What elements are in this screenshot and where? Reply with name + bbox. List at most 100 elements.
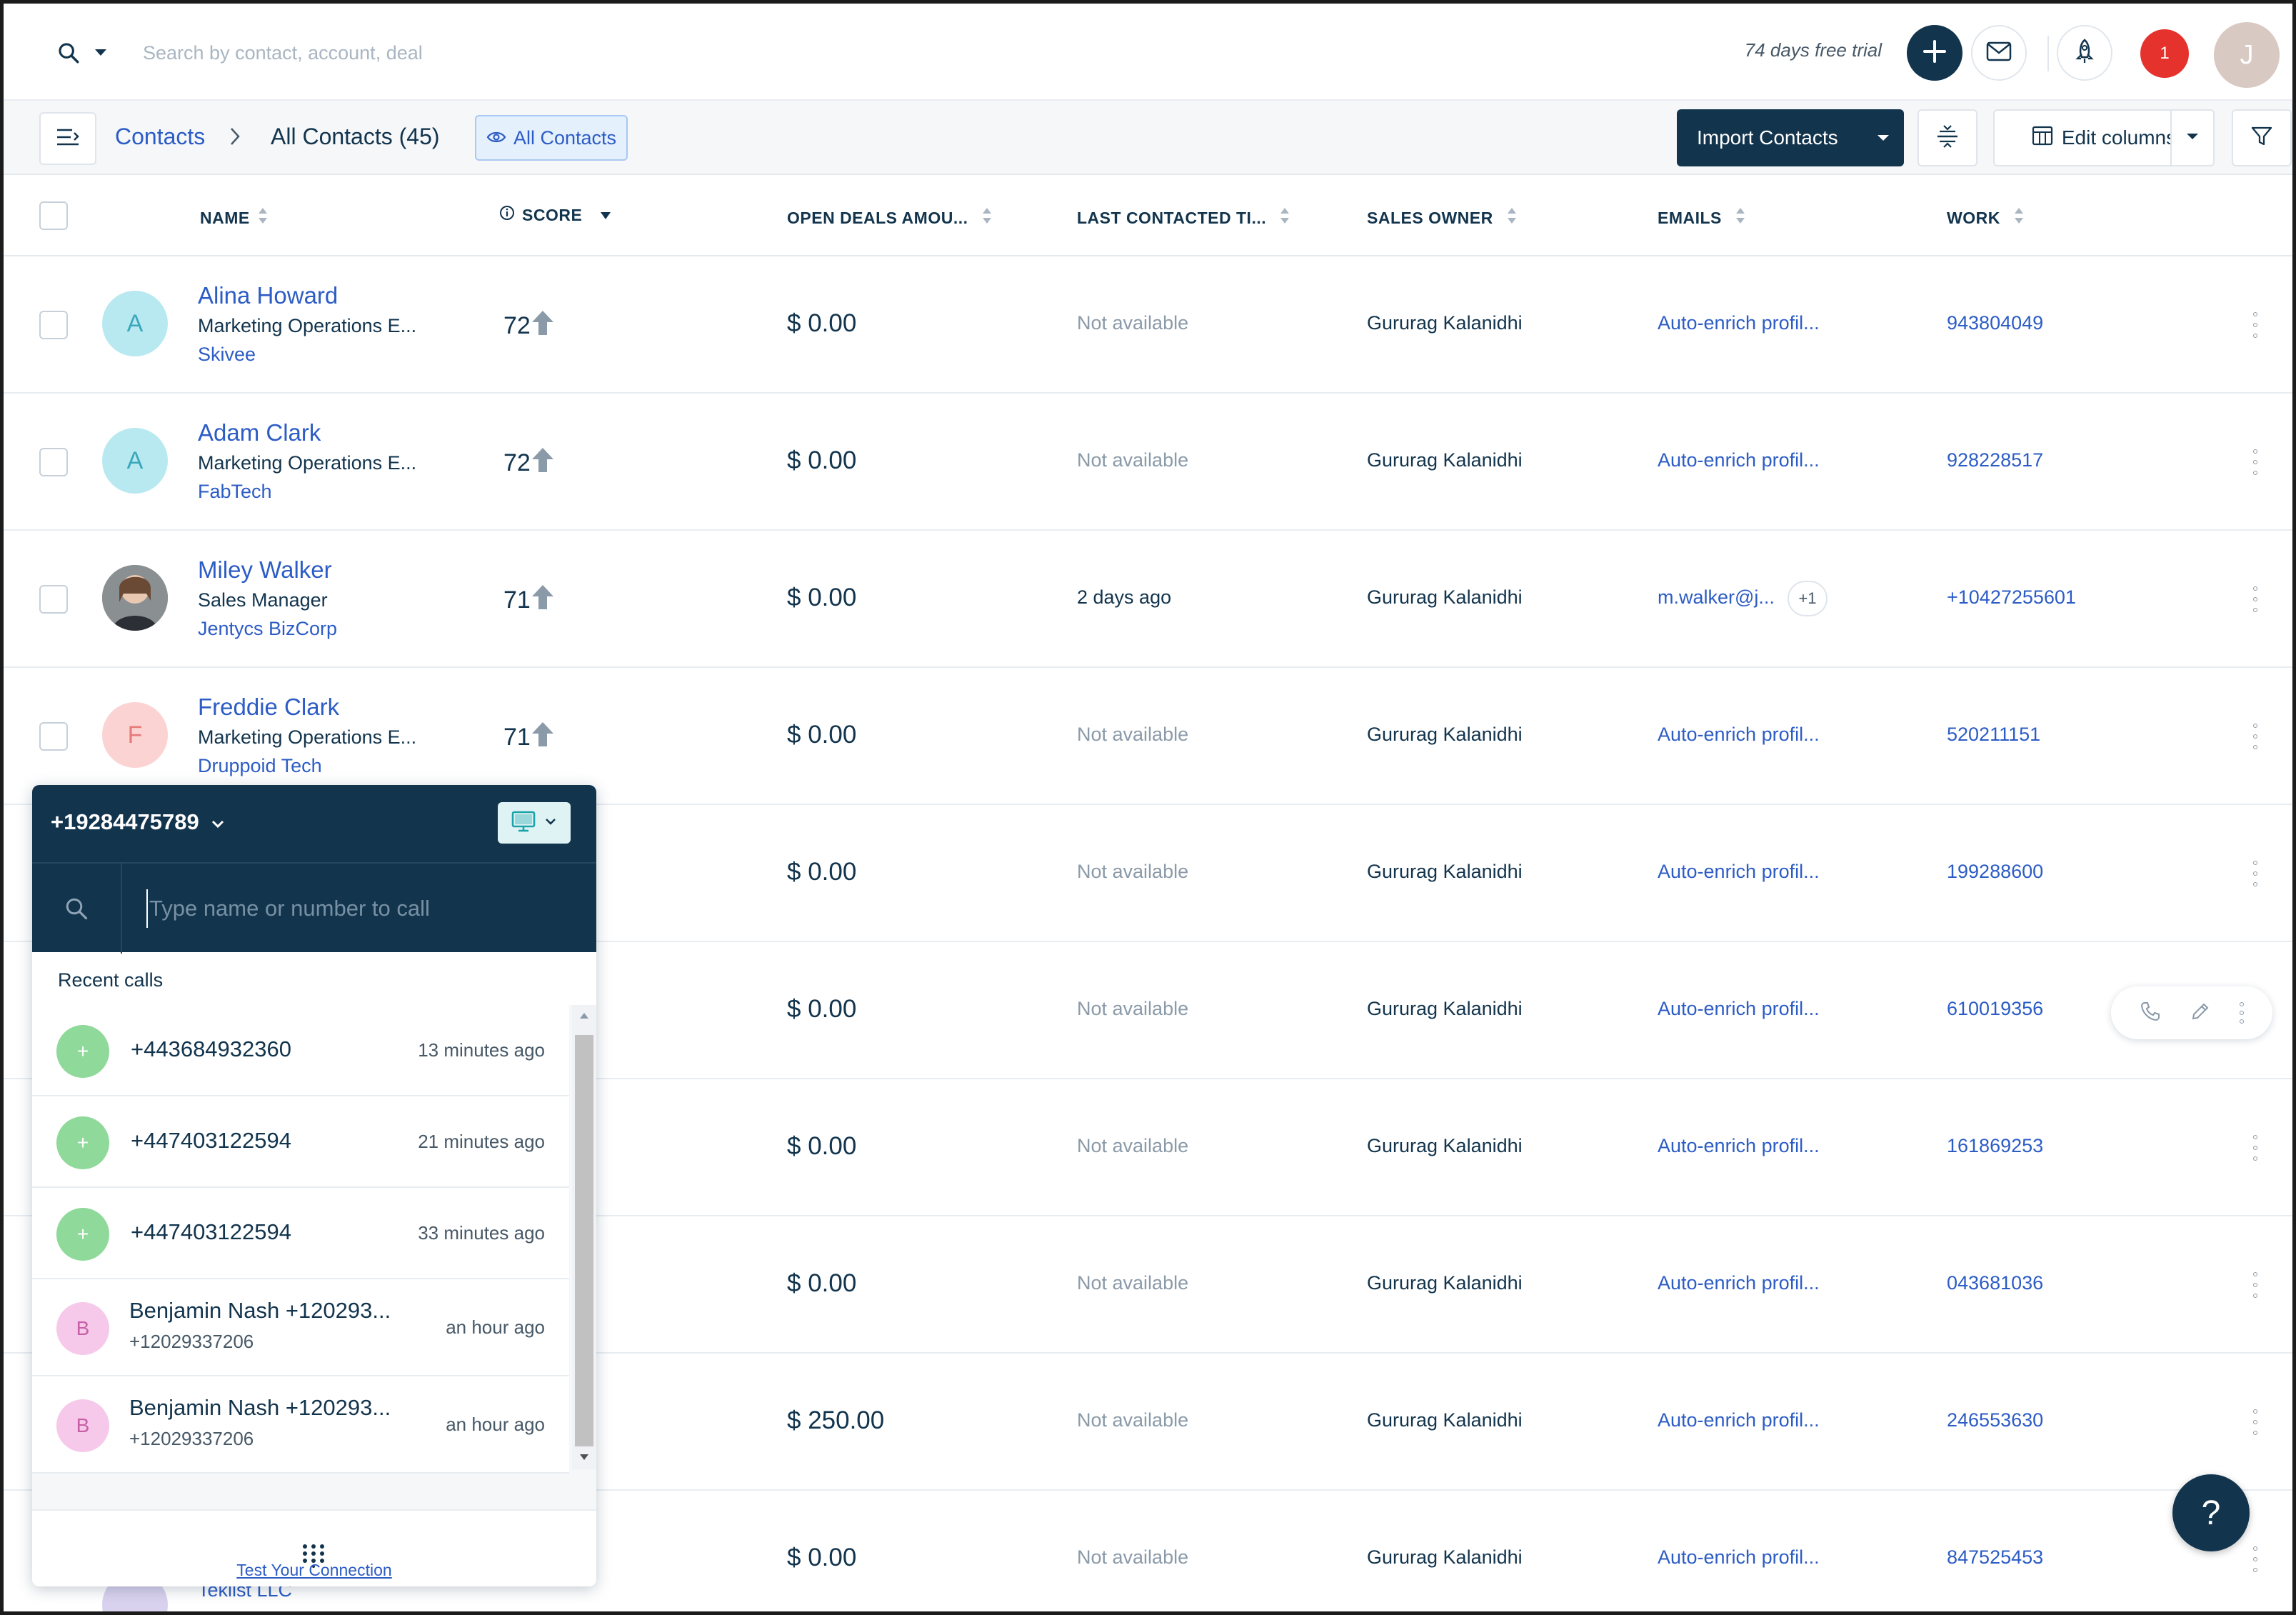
email-link[interactable]: Auto-enrich profil... xyxy=(1658,449,1820,471)
recent-call-item[interactable]: + +443684932360 13 minutes ago xyxy=(32,1005,569,1096)
sales-owner[interactable]: Gururag Kalanidhi xyxy=(1367,1409,1523,1431)
more-options-icon[interactable] xyxy=(2248,724,2262,749)
more-options-icon[interactable] xyxy=(2248,449,2262,475)
company-link[interactable]: Skivee xyxy=(198,344,256,365)
work-phone-link[interactable]: 610019356 xyxy=(1947,998,2044,1019)
row-density-button[interactable] xyxy=(1917,109,1977,166)
company-link[interactable]: FabTech xyxy=(198,481,272,502)
company-link[interactable]: Druppoid Tech xyxy=(198,755,322,776)
help-button[interactable]: ? xyxy=(2172,1474,2250,1551)
email-link[interactable]: Auto-enrich profil... xyxy=(1658,1135,1820,1156)
recent-calls-scrollbar[interactable] xyxy=(572,1005,596,1469)
more-options-icon[interactable] xyxy=(2248,1135,2262,1161)
column-header-work[interactable]: WORK xyxy=(1947,205,2025,231)
table-row[interactable]: A Adam Clark Marketing Operations E... F… xyxy=(4,394,2292,531)
recent-call-item[interactable]: + +447403122594 33 minutes ago xyxy=(32,1188,569,1279)
row-checkbox[interactable] xyxy=(39,585,68,614)
edit-columns-dropdown[interactable] xyxy=(2170,109,2215,166)
company-link[interactable]: Jentycs BizCorp xyxy=(198,618,338,639)
email-link[interactable]: Auto-enrich profil... xyxy=(1658,861,1820,882)
select-all-checkbox[interactable] xyxy=(39,201,68,230)
more-options-icon[interactable] xyxy=(2248,586,2262,612)
email-link[interactable]: Auto-enrich profil... xyxy=(1658,312,1820,334)
getting-started-button[interactable] xyxy=(2057,25,2112,81)
table-row[interactable]: Miley Walker Sales Manager Jentycs BizCo… xyxy=(4,531,2292,668)
more-options-icon[interactable] xyxy=(2248,1546,2262,1572)
sales-owner[interactable]: Gururag Kalanidhi xyxy=(1367,1135,1523,1156)
work-phone-link[interactable]: +10427255601 xyxy=(1947,586,2076,608)
notification-badge[interactable]: 1 xyxy=(2140,29,2189,78)
import-contacts-button[interactable]: Import Contacts xyxy=(1677,109,1904,166)
sales-owner[interactable]: Gururag Kalanidhi xyxy=(1367,998,1523,1019)
email-link[interactable]: Auto-enrich profil... xyxy=(1658,1546,1820,1568)
user-avatar[interactable]: J xyxy=(2214,22,2280,88)
sales-owner[interactable]: Gururag Kalanidhi xyxy=(1367,312,1523,334)
column-header-emails[interactable]: EMAILS xyxy=(1658,205,1746,231)
row-checkbox[interactable] xyxy=(39,311,68,339)
filter-button[interactable] xyxy=(2232,109,2292,166)
recent-call-item[interactable]: B Benjamin Nash +120293... +12029337206 … xyxy=(32,1376,569,1474)
pencil-icon[interactable] xyxy=(2190,1001,2211,1026)
view-selector-chip[interactable]: All Contacts xyxy=(475,115,628,161)
email-button[interactable] xyxy=(1971,25,2027,81)
email-link[interactable]: Auto-enrich profil... xyxy=(1658,724,1820,745)
breadcrumb-contacts-link[interactable]: Contacts xyxy=(115,124,206,149)
global-search-input[interactable] xyxy=(143,36,786,69)
contact-name-link[interactable]: Freddie Clark xyxy=(198,694,340,720)
column-header-sales-owner[interactable]: SALES OWNER xyxy=(1367,205,1518,231)
row-checkbox[interactable] xyxy=(39,448,68,476)
work-phone-link[interactable]: 928228517 xyxy=(1947,449,2044,471)
sales-owner[interactable]: Gururag Kalanidhi xyxy=(1367,861,1523,882)
recent-call-item[interactable]: + +447403122594 21 minutes ago xyxy=(32,1096,569,1188)
test-connection-link[interactable]: Test Your Connection xyxy=(236,1561,392,1579)
import-options-dropdown[interactable] xyxy=(1863,109,1904,166)
recent-call-item[interactable]: B Benjamin Nash +120293... +12029337206 … xyxy=(32,1279,569,1376)
sales-owner[interactable]: Gururag Kalanidhi xyxy=(1367,724,1523,745)
column-header-name[interactable]: NAME xyxy=(200,205,269,231)
email-link[interactable]: Auto-enrich profil... xyxy=(1658,998,1820,1019)
toggle-views-button[interactable] xyxy=(39,112,96,165)
more-emails-badge[interactable]: +1 xyxy=(1788,581,1828,616)
dialpad-icon[interactable] xyxy=(301,1542,326,1571)
contact-name-link[interactable]: Alina Howard xyxy=(198,282,339,309)
work-phone-link[interactable]: 847525453 xyxy=(1947,1546,2044,1568)
column-header-last-contacted[interactable]: LAST CONTACTED TI... xyxy=(1077,205,1290,231)
sales-owner[interactable]: Gururag Kalanidhi xyxy=(1367,449,1523,471)
device-selector-button[interactable] xyxy=(498,802,571,844)
scroll-up-arrow-icon[interactable] xyxy=(578,1011,590,1024)
work-phone-link[interactable]: 246553630 xyxy=(1947,1409,2044,1431)
email-link[interactable]: Auto-enrich profil... xyxy=(1658,1272,1820,1294)
sales-owner[interactable]: Gururag Kalanidhi xyxy=(1367,1546,1523,1568)
more-options-icon[interactable] xyxy=(2240,1002,2244,1024)
scrollbar-thumb[interactable] xyxy=(575,1035,593,1446)
caller-number-selector[interactable]: +19284475789 xyxy=(51,809,225,835)
sales-owner[interactable]: Gururag Kalanidhi xyxy=(1367,586,1523,608)
more-options-icon[interactable] xyxy=(2248,1409,2262,1435)
work-phone-link[interactable]: 043681036 xyxy=(1947,1272,2044,1294)
eye-icon xyxy=(486,127,506,149)
table-row[interactable]: A Alina Howard Marketing Operations E...… xyxy=(4,256,2292,394)
work-phone-link[interactable]: 199288600 xyxy=(1947,861,2044,882)
work-phone-link[interactable]: 161869253 xyxy=(1947,1135,2044,1156)
work-phone-link[interactable]: 943804049 xyxy=(1947,312,2044,334)
dial-search-input[interactable] xyxy=(146,889,561,928)
more-options-icon[interactable] xyxy=(2248,861,2262,886)
more-options-icon[interactable] xyxy=(2248,312,2262,338)
column-header-open-deals[interactable]: OPEN DEALS AMOU... xyxy=(787,205,993,231)
scroll-down-arrow-icon[interactable] xyxy=(578,1452,590,1465)
table-row[interactable]: F Freddie Clark Marketing Operations E..… xyxy=(4,668,2292,805)
phone-icon[interactable] xyxy=(2140,1001,2161,1026)
contact-name-link[interactable]: Adam Clark xyxy=(198,419,321,446)
email-link[interactable]: m.walker@j... xyxy=(1658,586,1775,608)
contact-name-link[interactable]: Miley Walker xyxy=(198,556,332,583)
search-scope-dropdown[interactable] xyxy=(56,35,108,71)
email-link[interactable]: Auto-enrich profil... xyxy=(1658,1409,1820,1431)
last-contacted: Not available xyxy=(1077,1272,1189,1294)
quick-add-button[interactable] xyxy=(1907,25,1962,81)
call-number: +443684932360 xyxy=(131,1036,291,1061)
sales-owner[interactable]: Gururag Kalanidhi xyxy=(1367,1272,1523,1294)
work-phone-link[interactable]: 520211151 xyxy=(1947,724,2041,745)
more-options-icon[interactable] xyxy=(2248,1272,2262,1298)
row-checkbox[interactable] xyxy=(39,722,68,751)
column-header-score[interactable]: SCORE xyxy=(499,205,612,225)
